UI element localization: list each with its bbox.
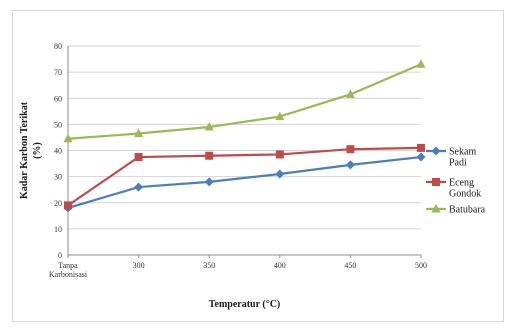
axes: [67, 46, 422, 258]
y-axis-title-unit: (%): [32, 142, 43, 159]
legend-label: Sekam: [449, 147, 476, 158]
y-tick-label: 60: [54, 94, 62, 103]
legend-label: Gondok: [449, 189, 481, 200]
data-point-triangle: [345, 89, 355, 98]
data-point-triangle: [204, 121, 214, 131]
y-tick-label: 50: [54, 120, 62, 129]
series-line: [67, 146, 422, 207]
series-2: [64, 143, 425, 210]
data-point-triangle: [416, 59, 426, 68]
data-point-square: [417, 143, 425, 152]
legend-label: Batubara: [449, 205, 486, 216]
data-point-square: [134, 153, 143, 162]
x-tick-label: 400: [274, 261, 286, 270]
data-point-square: [275, 150, 284, 159]
x-tick-label: Karbonisasi: [49, 270, 88, 279]
data-point-triangle: [134, 128, 144, 138]
x-axis-title: Temperatur (°C): [209, 299, 281, 310]
chart-frame: 0 10 20 30 40 50 60 70 80 Tanpa Karbonisasi 300 350…: [12, 10, 504, 322]
legend-label: Padi: [449, 158, 467, 169]
legend-label: Eceng: [449, 178, 474, 189]
data-point-diamond: [345, 160, 355, 170]
data-point-diamond: [416, 152, 426, 162]
y-tick-label: 40: [54, 147, 62, 156]
x-tick-label: 450: [344, 261, 356, 270]
series-line: [67, 155, 422, 210]
series-3: [63, 59, 426, 143]
data-point-square: [205, 151, 214, 160]
data-point-triangle: [63, 133, 73, 143]
y-tick-label: 10: [54, 225, 62, 234]
data-point-square: [346, 145, 355, 154]
x-tick-label: 300: [133, 261, 145, 270]
series-group: [63, 59, 426, 213]
legend-item: Batubara: [426, 204, 486, 216]
data-point-square: [432, 178, 440, 186]
data-point-triangle: [431, 204, 441, 213]
x-tick-label: Tanpa: [58, 261, 78, 270]
series-line: [67, 63, 422, 140]
data-point-diamond: [275, 169, 285, 179]
y-tick-label: 20: [54, 199, 62, 208]
data-point-diamond: [204, 177, 214, 187]
y-tick-labels: 0 10 20 30 40 50 60 70 80: [54, 42, 62, 260]
gridlines: [68, 45, 421, 230]
data-point-diamond: [431, 146, 441, 156]
series-1: [63, 152, 426, 213]
x-tick-label: 500: [415, 261, 427, 270]
y-axis-title: Kadar Karbon Terikat: [19, 101, 30, 199]
data-point-square: [64, 201, 72, 210]
y-tick-label: 70: [54, 68, 62, 77]
data-point-triangle: [275, 111, 285, 121]
x-tick-label: 350: [203, 261, 215, 270]
y-tick-label: 30: [54, 173, 62, 182]
y-tick-label: 0: [58, 251, 62, 260]
y-tick-label: 80: [54, 42, 62, 51]
data-point-diamond: [134, 182, 144, 192]
